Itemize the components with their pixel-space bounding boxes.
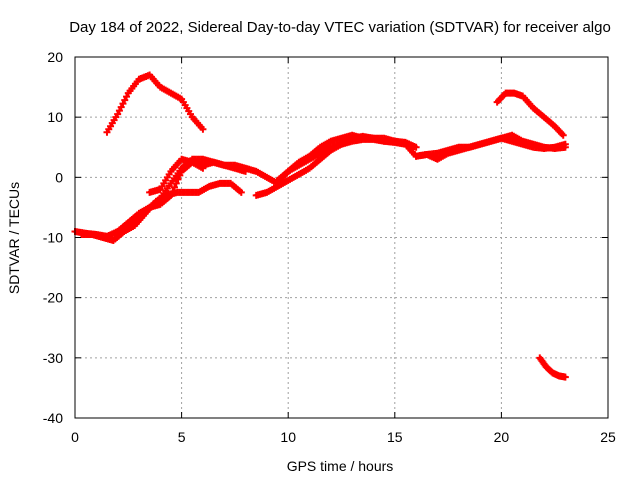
x-tick-label: 0 [71, 429, 79, 445]
series-arc-9 [493, 89, 567, 139]
series-arc-3 [103, 71, 207, 136]
chart-title: Day 184 of 2022, Sidereal Day-to-day VTE… [69, 19, 611, 36]
data-point [242, 167, 250, 175]
series-arc-4 [114, 158, 250, 235]
data-point [172, 179, 180, 187]
series-arc-5 [146, 155, 207, 196]
data-point [169, 187, 177, 195]
data-point [119, 100, 127, 108]
data-point [176, 171, 184, 179]
data-point [561, 373, 569, 381]
data-point [114, 110, 122, 118]
series-arc-10 [536, 354, 569, 381]
data-point [117, 103, 125, 111]
y-tick-label: -40 [43, 410, 63, 426]
data-point [559, 131, 567, 139]
axis-ticks: 0 5 10 15 20 25 -40 -30 -20 -10 0 10 20 [43, 49, 616, 445]
data-point [167, 191, 175, 199]
data-point [561, 143, 569, 151]
x-tick-label: 5 [178, 429, 186, 445]
y-axis-label: SDTVAR / TECUs [6, 182, 22, 294]
data-point [121, 96, 129, 104]
y-tick-label: 10 [47, 109, 63, 125]
x-axis-label: GPS time / hours [287, 458, 394, 474]
y-tick-label: -20 [43, 290, 63, 306]
y-tick-label: -10 [43, 230, 63, 246]
data-point [412, 143, 420, 151]
data-point [199, 164, 207, 172]
grid [75, 57, 608, 418]
series-layer [71, 71, 569, 381]
data-point [199, 125, 207, 133]
x-tick-label: 15 [387, 429, 403, 445]
x-tick-label: 10 [280, 429, 296, 445]
data-point [174, 175, 182, 183]
data-point [115, 107, 123, 115]
y-tick-label: 20 [47, 49, 63, 65]
y-tick-label: 0 [55, 169, 63, 185]
y-tick-label: -30 [43, 350, 63, 366]
data-point [170, 183, 178, 191]
data-point [237, 188, 245, 196]
data-point [123, 93, 131, 101]
series-arc-8 [412, 131, 569, 160]
x-tick-label: 20 [494, 429, 510, 445]
x-tick-label: 25 [600, 429, 616, 445]
series-arc-7 [274, 132, 420, 184]
